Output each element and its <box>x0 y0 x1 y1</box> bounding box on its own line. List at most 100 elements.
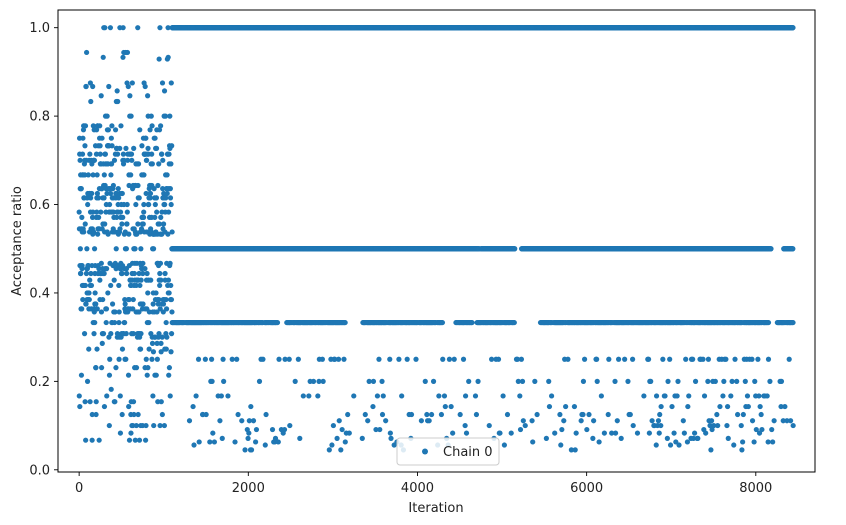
data-point <box>120 25 126 31</box>
data-point <box>130 306 136 312</box>
data-point <box>109 123 115 129</box>
data-point <box>116 195 122 201</box>
data-point <box>90 172 96 178</box>
data-point <box>78 372 85 378</box>
data-point <box>105 127 111 133</box>
data-point <box>107 25 114 31</box>
data-point <box>145 290 151 296</box>
data-point <box>143 190 149 197</box>
data-point <box>97 123 103 129</box>
data-point <box>167 260 173 266</box>
data-point <box>103 319 109 326</box>
data-point <box>82 143 88 149</box>
data-point <box>101 270 107 277</box>
data-point <box>140 301 146 307</box>
data-point <box>77 246 83 252</box>
data-point <box>115 186 121 192</box>
data-point <box>88 270 94 277</box>
data-point <box>104 266 110 272</box>
data-point <box>101 195 107 201</box>
data-point <box>160 221 167 227</box>
data-point <box>136 195 142 201</box>
data-point <box>158 349 164 355</box>
data-point <box>130 399 137 405</box>
data-point <box>96 437 102 443</box>
data-point <box>77 157 83 163</box>
data-point <box>99 365 105 371</box>
data-point <box>111 157 118 163</box>
data-point <box>136 309 142 315</box>
data-point <box>108 386 114 392</box>
data-point <box>76 393 82 399</box>
data-point <box>88 282 95 289</box>
data-point <box>78 186 84 192</box>
data-point <box>138 246 144 252</box>
data-point <box>82 123 89 129</box>
data-point <box>150 393 156 399</box>
data-point <box>90 123 96 129</box>
data-point <box>154 340 160 346</box>
data-point <box>154 309 160 315</box>
data-point <box>94 209 100 215</box>
data-point <box>119 190 125 197</box>
data-point <box>165 54 171 60</box>
data-point <box>157 260 164 266</box>
data-point <box>97 151 103 157</box>
data-point <box>139 143 145 149</box>
data-point <box>116 319 122 326</box>
data-point <box>109 143 115 149</box>
data-point <box>165 25 171 31</box>
data-point <box>144 270 150 277</box>
data-point <box>160 157 166 163</box>
data-point <box>124 270 130 277</box>
data-point <box>124 157 131 163</box>
data-point <box>159 151 165 157</box>
data-point <box>159 411 165 418</box>
data-point <box>153 372 159 378</box>
data-point <box>83 49 90 56</box>
data-point <box>149 123 155 129</box>
data-point <box>158 277 164 283</box>
data-point <box>86 346 92 352</box>
data-point <box>156 56 162 62</box>
data-point <box>150 246 157 252</box>
data-point <box>144 372 150 378</box>
data-point <box>123 246 129 252</box>
data-point <box>122 319 128 326</box>
data-point <box>133 282 139 289</box>
data-point <box>105 290 111 296</box>
data-point <box>114 88 120 94</box>
data-point <box>94 127 100 133</box>
data-point <box>133 365 140 371</box>
data-point <box>99 135 105 141</box>
data-point <box>168 331 175 337</box>
data-point <box>138 331 144 337</box>
data-point <box>108 331 114 337</box>
data-point <box>147 190 154 197</box>
data-point <box>133 422 139 429</box>
data-point <box>147 195 153 201</box>
data-point <box>135 25 141 31</box>
data-point <box>102 221 108 227</box>
data-point <box>124 209 130 215</box>
data-point <box>141 201 147 208</box>
data-point <box>149 161 155 167</box>
data-point <box>99 340 105 346</box>
data-point <box>152 214 158 220</box>
data-point <box>118 123 124 129</box>
data-point <box>135 182 141 189</box>
data-point <box>92 319 98 326</box>
data-point <box>91 331 97 337</box>
data-point <box>149 340 156 346</box>
data-point <box>93 365 99 371</box>
data-point <box>143 422 149 429</box>
data-point <box>119 411 125 418</box>
data-point <box>126 296 132 303</box>
scatter-points <box>76 25 796 453</box>
data-point <box>128 430 134 436</box>
data-point <box>135 161 142 167</box>
data-point <box>146 346 152 352</box>
data-point <box>154 356 160 362</box>
data-point <box>81 331 88 337</box>
